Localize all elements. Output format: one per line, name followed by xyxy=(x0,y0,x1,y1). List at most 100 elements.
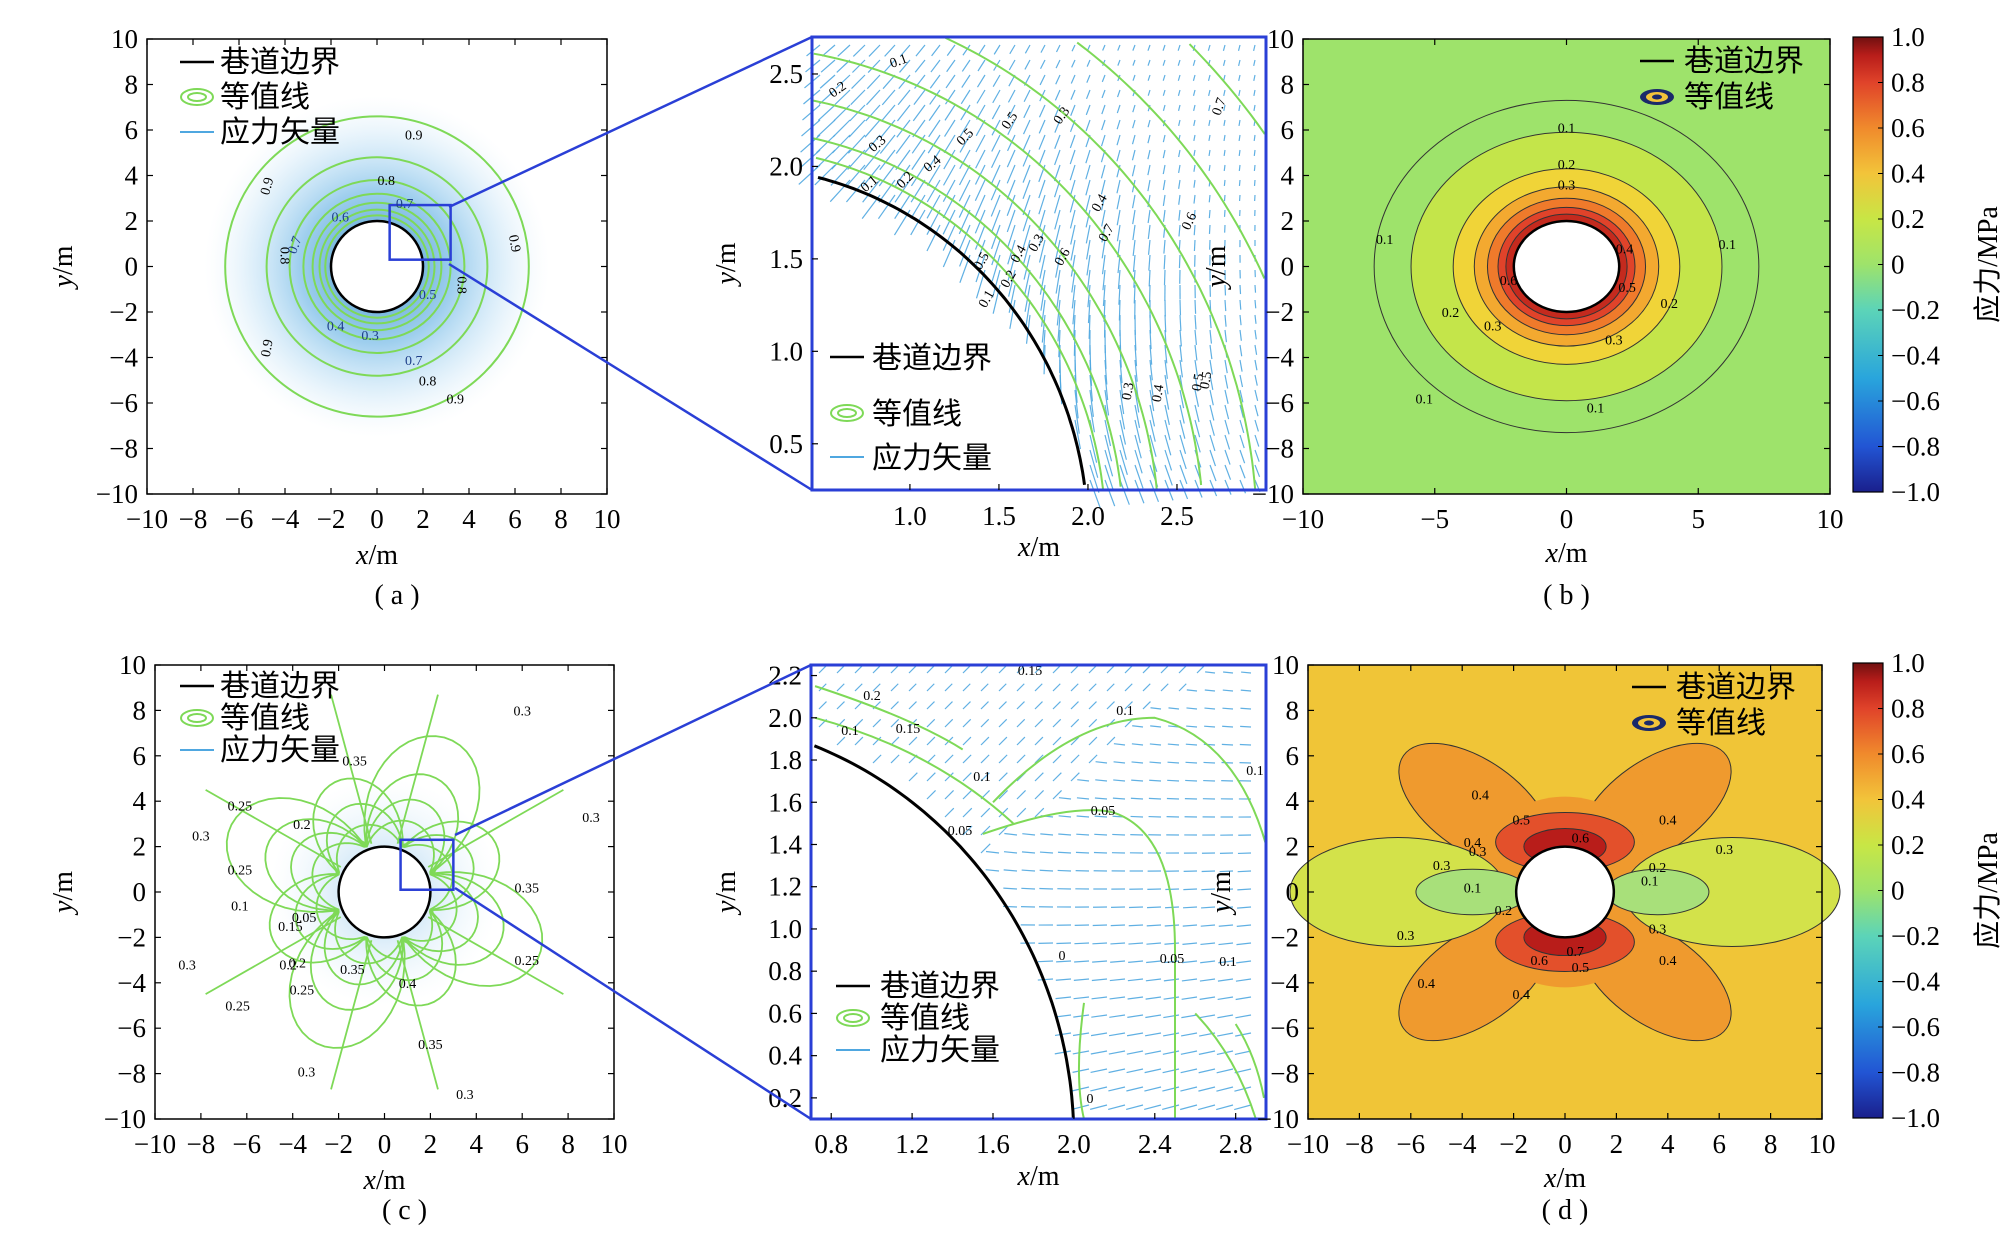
contour-line xyxy=(311,201,443,332)
stress-vector xyxy=(1072,299,1076,325)
stress-vector xyxy=(980,825,991,836)
stress-vector xyxy=(1209,314,1212,329)
stress-vector xyxy=(980,683,989,692)
stress-vector xyxy=(1181,996,1198,1000)
stress-vector xyxy=(1070,754,1080,764)
contour-line xyxy=(265,156,489,377)
stress-vector xyxy=(1128,942,1144,945)
stress-vector xyxy=(1022,164,1031,183)
y-tick-label: 2.0 xyxy=(769,151,803,181)
stress-vector xyxy=(980,718,990,728)
stress-vector xyxy=(1163,239,1166,254)
contour-label: 0.35 xyxy=(340,963,365,978)
stress-vector xyxy=(998,736,1008,746)
stress-vector xyxy=(1112,833,1126,836)
stress-vector xyxy=(1052,701,1061,710)
contour-line xyxy=(813,99,1158,490)
stress-vector xyxy=(998,665,1007,674)
stress-vector xyxy=(1179,329,1182,347)
y-tick-label: 2.2 xyxy=(768,661,802,691)
stress-vector xyxy=(1134,464,1144,489)
stress-vector xyxy=(1164,344,1168,364)
stress-vector xyxy=(1218,960,1234,964)
stress-vector xyxy=(1101,89,1106,99)
stress-vector xyxy=(1194,329,1198,346)
stress-vector xyxy=(1041,314,1046,343)
stress-vector xyxy=(1223,179,1226,187)
contour-label: 0.2 xyxy=(863,689,881,704)
stress-vector xyxy=(1131,743,1144,746)
stress-vector xyxy=(821,44,836,57)
stress-vector xyxy=(1222,59,1226,66)
stress-vector xyxy=(1119,449,1128,475)
x-tick-label: −10 xyxy=(1282,504,1324,534)
x-tick-label: 2 xyxy=(424,1129,438,1159)
stress-vector xyxy=(1209,389,1214,406)
contour-line xyxy=(224,115,530,418)
colorbar-tick-label: −0.6 xyxy=(1891,1012,1940,1042)
y-tick-label: 1.6 xyxy=(768,787,802,817)
stress-vector xyxy=(1224,389,1229,404)
contour-label: 0.2 xyxy=(1558,158,1576,173)
stress-vector xyxy=(1034,718,1044,728)
contour-label: 0.3 xyxy=(1120,381,1138,401)
contour-label: 0.3 xyxy=(361,329,379,344)
contour-line xyxy=(318,208,436,325)
stress-vector xyxy=(1254,389,1259,402)
stress-vector xyxy=(912,104,926,122)
stress-vector xyxy=(1166,797,1180,800)
stress-vector xyxy=(890,718,900,728)
x-tick-label: 4 xyxy=(470,1129,484,1159)
stress-vector xyxy=(1235,1032,1252,1037)
stress-vector xyxy=(1144,1032,1162,1037)
contour-label: 0.1 xyxy=(1376,233,1394,248)
stress-vector xyxy=(1179,464,1188,485)
stress-vector xyxy=(1234,1104,1252,1111)
stress-vector xyxy=(1177,44,1181,51)
stress-vector xyxy=(1131,194,1136,209)
stress-vector xyxy=(1162,209,1166,222)
stress-vector xyxy=(1119,359,1123,384)
stress-vector xyxy=(863,149,881,171)
stress-vector xyxy=(1179,404,1185,424)
x-tick-label: 0 xyxy=(1560,504,1574,534)
legend-entry: 应力矢量 xyxy=(220,734,340,767)
y-tick-label: −8 xyxy=(117,1059,146,1089)
stress-vector xyxy=(1034,807,1045,818)
y-tick-label: −8 xyxy=(1265,434,1294,464)
stress-vector xyxy=(895,149,911,171)
contour-line xyxy=(396,940,439,1090)
stress-vector xyxy=(872,736,882,746)
stress-vector xyxy=(1224,479,1232,495)
stress-vector xyxy=(894,164,911,187)
stress-vector xyxy=(1218,942,1234,946)
stress-vector xyxy=(1147,224,1151,239)
stress-vector xyxy=(872,665,881,674)
stress-vector xyxy=(1134,404,1141,428)
stress-vector xyxy=(1254,374,1258,386)
stress-vector xyxy=(1104,434,1113,462)
stress-vector xyxy=(1054,224,1061,246)
stress-vector xyxy=(1223,164,1226,172)
stress-vector xyxy=(1040,833,1054,836)
x-tick-label: 10 xyxy=(1809,1129,1836,1159)
contour-label: 0.35 xyxy=(515,881,540,896)
stress-vector xyxy=(1072,1104,1090,1110)
contour-label: 0.3 xyxy=(192,829,210,844)
stress-vector xyxy=(1224,374,1229,389)
stress-vector xyxy=(1253,89,1256,97)
stress-vector xyxy=(1238,119,1241,127)
stress-vector xyxy=(974,224,986,250)
stress-vector xyxy=(1090,1086,1108,1092)
stress-vector xyxy=(1150,725,1162,728)
stress-vector xyxy=(1254,344,1258,355)
contour-line xyxy=(1373,99,1760,434)
stress-vector xyxy=(960,89,971,105)
stress-vector xyxy=(1167,761,1180,764)
contour-label: 0.1 xyxy=(1558,122,1576,137)
stress-vector xyxy=(1168,725,1180,728)
stress-vector xyxy=(1198,1068,1216,1074)
stress-vector xyxy=(1200,942,1216,946)
stress-vector xyxy=(1241,671,1252,674)
